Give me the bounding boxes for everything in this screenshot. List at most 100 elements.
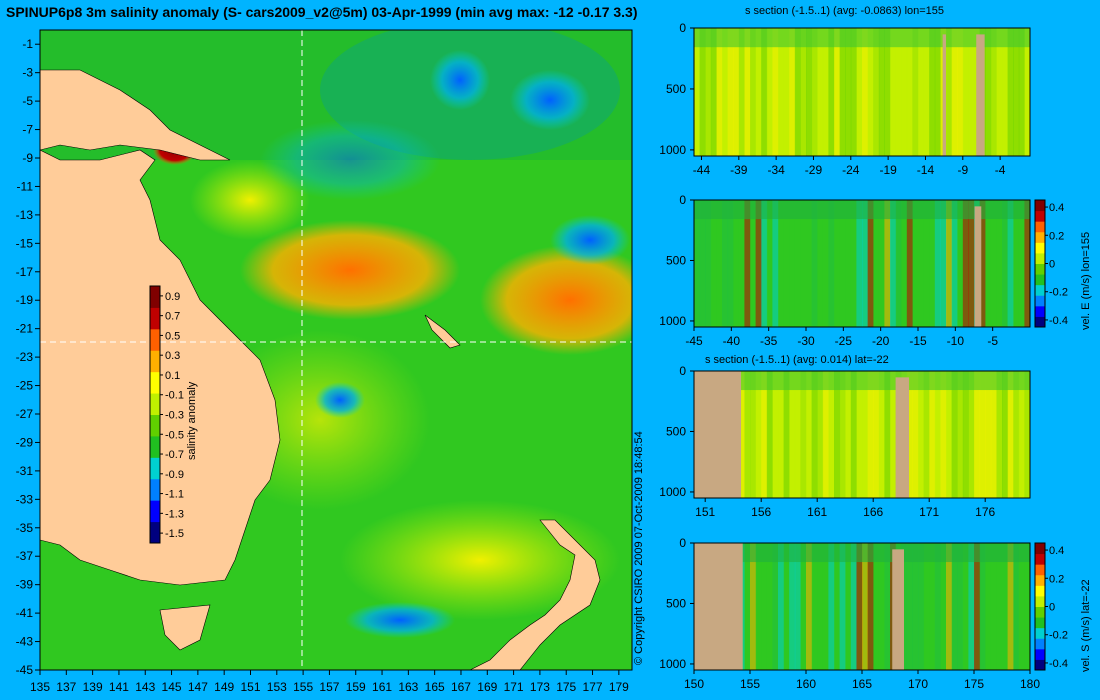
section-colorbar-tick-label: -0.4 [1049,658,1068,670]
section-streak [867,28,874,156]
section-streak [699,200,706,327]
section-streak [1002,543,1009,670]
section-streak [850,371,857,498]
section-y-tick-label: 500 [666,596,686,610]
section-streak [783,28,790,156]
section-colorbar-tick-label: -0.2 [1049,630,1068,642]
section-colorbar-segment [1035,295,1045,307]
section-streak [755,200,762,327]
section-streak [946,200,953,327]
section-x-tick-label: -15 [909,334,927,348]
section-colorbar-segment [1035,606,1045,618]
colorbar-segment [150,307,160,330]
section-streak [923,371,930,498]
section-x-tick-label: -29 [805,163,823,177]
section-colorbar-tick-label: 0.4 [1049,202,1064,214]
salinity-map: 135 137 139 141 143 145 147 149 151 153 155 157 159 1… [16,29,633,694]
section-streak [834,28,841,156]
section-streak [929,371,936,498]
section-streak [750,371,757,498]
section-streak [946,28,953,156]
section-streak [912,543,919,670]
section-streak [929,200,936,327]
colorbar-tick-label: 0.3 [165,350,180,362]
section-streak [744,28,751,156]
section-streak [727,28,734,156]
map-x-tick-label: 159 [346,680,366,694]
section-streak [694,200,701,327]
section-streak [806,371,813,498]
map-y-tick-label: -29 [16,435,34,449]
section-colorbar-segment [1035,284,1045,296]
section-colorbar-segment [1035,263,1045,275]
section-streak [884,200,891,327]
section-streak [716,28,723,156]
section-streak [839,543,846,670]
section-streak [750,200,757,327]
section-streak [716,200,723,327]
section-x-tick-label: -5 [987,334,998,348]
map-x-tick-label: 153 [267,680,287,694]
section-x-tick-label: 175 [964,677,984,691]
section-frame [693,27,1031,157]
section-streak [873,200,880,327]
section-streak [929,28,936,156]
map-y-tick-label: -27 [16,407,34,421]
section-colorbar-tick-label: 0 [1049,259,1055,271]
salinity-section-lat-22: 151 156 161 166 171 176 0 500 1000 [659,364,1031,519]
colorbar-tick-label: -0.5 [165,429,184,441]
map-x-tick-label: 157 [319,680,339,694]
section1-title: s section (-1.5..1) (avg: -0.0863) lon=1… [745,5,945,17]
section-streak [828,371,835,498]
map-y-tick-label: -25 [16,379,34,393]
section-y-tick-label: 500 [666,253,686,267]
section-streak [800,371,807,498]
section-streak [884,28,891,156]
section-streak [884,371,891,498]
section-streak [755,28,762,156]
page-title: SPINUP6p8 3m salinity anomaly (S- cars20… [6,4,638,20]
section-streak [789,200,796,327]
section-streak [744,371,751,498]
section-streak [1002,28,1009,156]
section-x-tick-label: 171 [919,505,939,519]
section-x-tick-label: 166 [863,505,883,519]
section-streak [811,200,818,327]
section-y-tick-label: 1000 [659,657,686,671]
section-colorbar-segment [1035,553,1045,565]
colorbar-segment [150,350,160,373]
section-streak [1013,28,1020,156]
section-streak [890,371,897,498]
section-streak [968,371,975,498]
section-streak [789,371,796,498]
section-colorbar-segment [1035,543,1045,555]
section-streak [974,543,981,670]
section-streak [957,28,964,156]
colorbar-segment [150,478,160,501]
section-streak [845,371,852,498]
section-x-tick-label: -34 [767,163,785,177]
section-streak [789,28,796,156]
section-streak [862,200,869,327]
section-streak [850,200,857,327]
map-x-tick-label: 173 [530,680,550,694]
map-y-tick-label: -3 [22,66,33,80]
section-streak [755,543,762,670]
section-colorbar-segment [1035,617,1045,629]
section-streak [828,28,835,156]
section-streak [923,200,930,327]
section-x-tick-label: 155 [740,677,760,691]
section-streak [962,371,969,498]
map-x-tick-label: 163 [398,680,418,694]
salinity-section-lon155: -44 -39 -34 -29 -24 -19 -14 -9 -4 0 500 1000 [659,21,1031,177]
section-x-tick-label: -45 [685,334,703,348]
colorbar-segment [150,500,160,523]
section-y-tick-label: 1000 [659,485,686,499]
section-streak [1007,200,1014,327]
section-streak [817,28,824,156]
section-y-tick-label: 500 [666,424,686,438]
section-colorbar-tick-label: 0.2 [1049,573,1064,585]
section-x-tick-label: -40 [723,334,741,348]
section-streak [962,200,969,327]
section-streak [985,28,992,156]
